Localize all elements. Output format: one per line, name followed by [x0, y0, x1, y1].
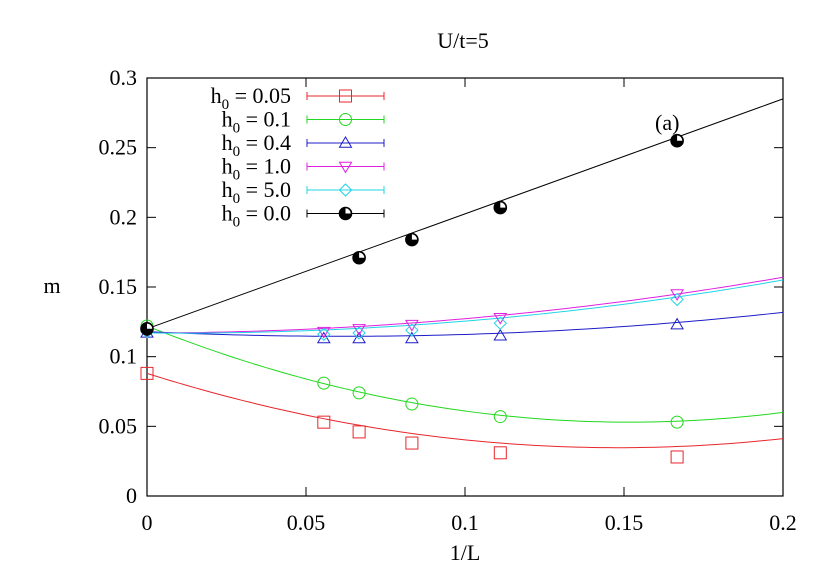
x-tick-label-3: 0.15 — [605, 510, 644, 535]
data-point-s5-3 — [493, 200, 508, 215]
legend-label-5: h0 = 0.0 — [222, 201, 291, 231]
data-point-s2-5 — [670, 317, 684, 330]
y-tick-label-0: 0 — [126, 483, 137, 508]
legend-marker-5 — [338, 206, 353, 221]
data-point-s0-5 — [670, 450, 684, 464]
y-tick-label-2: 0.1 — [110, 344, 138, 369]
data-point-s1-2 — [352, 386, 366, 400]
legend-label-4: h0 = 5.0 — [222, 177, 291, 207]
data-point-s4-4 — [493, 316, 508, 330]
data-point-s0-2 — [352, 425, 366, 439]
data-point-s5-4 — [670, 133, 684, 148]
data-point-s2-4 — [493, 328, 508, 341]
x-tick-label-0: 0 — [142, 510, 153, 535]
x-tick-label-4: 0.2 — [769, 510, 797, 535]
y-tick-label-6: 0.3 — [110, 65, 138, 90]
x-tick-label-2: 0.1 — [451, 510, 479, 535]
data-point-s3-5 — [670, 289, 684, 301]
legend-marker-1 — [339, 113, 352, 126]
data-point-s3-3 — [405, 319, 419, 332]
data-point-s4-1 — [317, 327, 331, 342]
legend-label-1: h0 = 0.1 — [222, 107, 291, 137]
x-tick-label-1: 0.05 — [287, 510, 326, 535]
fit-curve-4 — [146, 279, 784, 334]
data-point-s2-2 — [352, 331, 366, 344]
data-point-s5-2 — [405, 232, 419, 247]
chart-title: U/t=5 — [437, 28, 489, 53]
data-point-s5-1 — [352, 250, 366, 265]
fit-curve-0 — [146, 372, 784, 449]
fit-curve-3 — [146, 276, 784, 334]
data-point-s4-3 — [405, 323, 419, 337]
data-point-s3-1 — [316, 326, 331, 339]
fit-curve-2 — [146, 311, 784, 337]
legend-marker-2 — [338, 136, 353, 148]
data-point-s3-4 — [493, 312, 508, 325]
data-points — [140, 133, 684, 464]
data-point-s1-5 — [670, 415, 684, 429]
y-axis-title: m — [43, 273, 60, 298]
data-point-s0-4 — [493, 446, 507, 460]
x-axis-title: 1/L — [450, 540, 481, 565]
legend-marker-3 — [338, 161, 353, 174]
legend-label-0: h0 = 0.05 — [211, 83, 291, 113]
y-tick-label-3: 0.15 — [99, 274, 138, 299]
axis-ticks: 0 0.05 0.1 0.15 0.2 0 0.05 0.1 0.15 0.2 0.25 0.3 — [99, 65, 797, 535]
y-tick-label-5: 0.25 — [99, 135, 138, 160]
legend-marker-4 — [338, 183, 353, 197]
data-point-s0-0 — [140, 366, 154, 380]
legend-marker-0 — [339, 89, 352, 103]
data-point-s0-1 — [317, 415, 331, 429]
panel-annotation: (a) — [655, 110, 679, 135]
y-tick-label-4: 0.2 — [110, 204, 138, 229]
y-tick-label-1: 0.05 — [99, 413, 138, 438]
data-point-s1-1 — [317, 376, 331, 390]
data-point-s4-5 — [670, 292, 684, 307]
fit-curve-1 — [146, 325, 784, 423]
data-point-s1-3 — [405, 397, 419, 411]
legend-label-3: h0 = 1.0 — [222, 154, 291, 184]
data-point-s2-3 — [405, 331, 419, 344]
data-point-s1-4 — [493, 410, 507, 424]
data-point-s5-0 — [140, 321, 154, 336]
data-point-s4-2 — [352, 326, 366, 340]
legend-label-2: h0 = 0.4 — [222, 130, 291, 160]
data-point-s0-3 — [405, 436, 419, 450]
fit-curves — [146, 98, 784, 449]
